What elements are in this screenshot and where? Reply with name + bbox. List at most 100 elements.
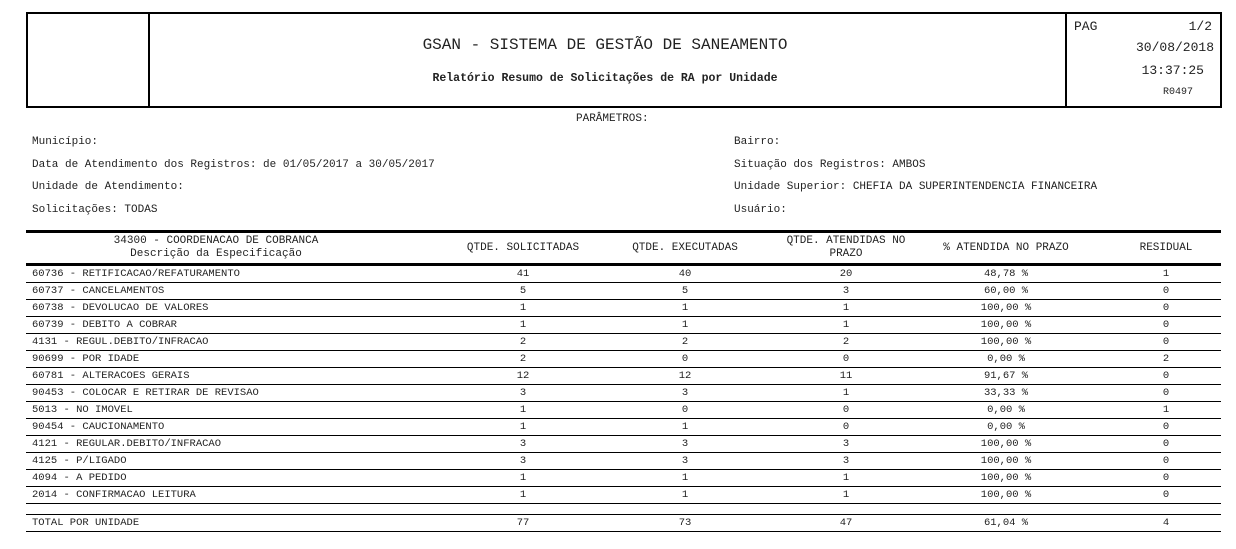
report-header: PAG 1/2 30/08/2018 13:37:25 R0497	[26, 12, 1222, 108]
cell-solicitadas: 2	[519, 336, 527, 348]
params-heading: PARÂMETROS:	[576, 113, 649, 125]
cell-executadas: 1	[681, 472, 689, 484]
table-row: 60736 - RETIFICACAO/REFATURAMENTO 41 40 20 4…	[26, 266, 1221, 283]
cell-solicitadas: 3	[519, 455, 527, 467]
cell-percent-prazo: 100,00 %	[980, 489, 1032, 501]
table-row: 4094 - A PEDIDO 1 1 1 100,00 % 0	[26, 470, 1221, 487]
table-header: 34300 - COORDENACAO DE COBRANCA Descriçã…	[26, 230, 1221, 266]
report-meta: PAG 1/2 30/08/2018 13:37:25 R0497	[1065, 14, 1220, 106]
cell-executadas: 3	[681, 455, 689, 467]
param-bairro: Bairro:	[734, 136, 781, 148]
cell-atendidas-prazo: 11	[839, 370, 853, 382]
cell-executadas: 73	[678, 517, 692, 529]
cell-residual: 0	[1162, 489, 1170, 501]
param-solicitacoes: Solicitações: TODAS	[32, 204, 158, 216]
cell-descricao: 60781 - ALTERACOES GERAIS	[32, 370, 190, 382]
cell-executadas: 1	[681, 421, 689, 433]
param-unidade-superior: Unidade Superior: CHEFIA DA SUPERINTENDE…	[734, 181, 1098, 193]
cell-descricao: 60739 - DEBITO A COBRAR	[32, 319, 177, 331]
cell-descricao: TOTAL POR UNIDADE	[32, 517, 140, 529]
table-row: 60739 - DEBITO A COBRAR 1 1 1 100,00 % 0	[26, 317, 1221, 334]
cell-executadas: 1	[681, 489, 689, 501]
cell-atendidas-prazo: 2	[842, 336, 850, 348]
cell-descricao: 90453 - COLOCAR E RETIRAR DE REVISAO	[32, 387, 259, 399]
table-row: 4121 - REGULAR.DEBITO/INFRACAO 3 3 3 100,00 …	[26, 436, 1221, 453]
cell-atendidas-prazo: 20	[839, 268, 853, 280]
cell-descricao: 2014 - CONFIRMACAO LEITURA	[32, 489, 196, 501]
col-solicitadas: QTDE. SOLICITADAS	[466, 242, 580, 254]
cell-atendidas-prazo: 1	[842, 472, 850, 484]
cell-residual: 0	[1162, 421, 1170, 433]
cell-descricao: 4121 - REGULAR.DEBITO/INFRACAO	[32, 438, 222, 450]
cell-solicitadas: 2	[519, 353, 527, 365]
cell-executadas: 1	[681, 302, 689, 314]
cell-descricao: 90699 - POR IDADE	[32, 353, 140, 365]
table-row: 60781 - ALTERACOES GERAIS 12 12 11 91,67 % 0	[26, 368, 1221, 385]
param-usuario: Usuário:	[734, 204, 787, 216]
cell-percent-prazo: 100,00 %	[980, 302, 1032, 314]
table-row: 60738 - DEVOLUCAO DE VALORES 1 1 1 100,00 % 0	[26, 300, 1221, 317]
total-row: TOTAL POR UNIDADE 77 73 47 61,04 % 4	[26, 514, 1221, 532]
summary-table: 34300 - COORDENACAO DE COBRANCA Descriçã…	[26, 230, 1221, 504]
cell-residual: 0	[1162, 370, 1170, 382]
cell-percent-prazo: 0,00 %	[987, 421, 1025, 433]
cell-residual: 2	[1162, 353, 1170, 365]
cell-solicitadas: 3	[519, 387, 527, 399]
cell-solicitadas: 1	[519, 404, 527, 416]
table-row: 90454 - CAUCIONAMENTO 1 1 0 0,00 % 0	[26, 419, 1221, 436]
cell-percent-prazo: 100,00 %	[980, 319, 1032, 331]
cell-descricao: 60738 - DEVOLUCAO DE VALORES	[32, 302, 209, 314]
report-subtitle: Relatório Resumo de Solicitações de RA p…	[432, 72, 778, 85]
cell-solicitadas: 5	[519, 285, 527, 297]
cell-residual: 0	[1162, 319, 1170, 331]
cell-executadas: 1	[681, 319, 689, 331]
cell-solicitadas: 77	[516, 517, 530, 529]
cell-atendidas-prazo: 1	[842, 489, 850, 501]
report-time: 13:37:25	[1141, 63, 1204, 78]
page-label: PAG	[1074, 19, 1098, 34]
cell-atendidas-prazo: 3	[842, 285, 850, 297]
table-row: 90699 - POR IDADE 2 0 0 0,00 % 2	[26, 351, 1221, 368]
cell-executadas: 5	[681, 285, 689, 297]
cell-solicitadas: 1	[519, 489, 527, 501]
cell-percent-prazo: 100,00 %	[980, 455, 1032, 467]
param-data-atendimento: Data de Atendimento dos Registros: de 01…	[32, 159, 435, 171]
cell-residual: 0	[1162, 438, 1170, 450]
cell-residual: 1	[1162, 404, 1170, 416]
col-percent-prazo: % ATENDIDA NO PRAZO	[943, 242, 1069, 254]
cell-descricao: 90454 - CAUCIONAMENTO	[32, 421, 165, 433]
cell-percent-prazo: 60,00 %	[983, 285, 1029, 297]
col-executadas: QTDE. EXECUTADAS	[632, 242, 738, 254]
report-title: GSAN - SISTEMA DE GESTÃO DE SANEAMENTO	[422, 36, 788, 54]
cell-executadas: 40	[678, 268, 692, 280]
cell-descricao: 4125 - P/LIGADO	[32, 455, 127, 467]
report-code: R0497	[1162, 87, 1193, 98]
cell-residual: 0	[1162, 387, 1170, 399]
cell-atendidas-prazo: 1	[842, 387, 850, 399]
cell-solicitadas: 1	[519, 472, 527, 484]
cell-percent-prazo: 61,04 %	[983, 517, 1029, 529]
cell-percent-prazo: 0,00 %	[987, 353, 1025, 365]
cell-percent-prazo: 100,00 %	[980, 472, 1032, 484]
cell-residual: 0	[1162, 455, 1170, 467]
cell-atendidas-prazo: 0	[842, 404, 850, 416]
cell-residual: 4	[1162, 517, 1170, 529]
cell-executadas: 3	[681, 387, 689, 399]
cell-percent-prazo: 48,78 %	[983, 268, 1029, 280]
logo-box	[28, 14, 150, 106]
table-row: 2014 - CONFIRMACAO LEITURA 1 1 1 100,00 % 0	[26, 487, 1221, 504]
cell-atendidas-prazo: 47	[839, 517, 853, 529]
cell-descricao: 4094 - A PEDIDO	[32, 472, 127, 484]
cell-solicitadas: 1	[519, 302, 527, 314]
cell-percent-prazo: 91,67 %	[983, 370, 1029, 382]
cell-residual: 0	[1162, 285, 1170, 297]
cell-percent-prazo: 100,00 %	[980, 336, 1032, 348]
param-situacao: Situação dos Registros: AMBOS	[734, 159, 926, 171]
cell-executadas: 2	[681, 336, 689, 348]
cell-solicitadas: 1	[519, 421, 527, 433]
table-row: 4125 - P/LIGADO 3 3 3 100,00 % 0	[26, 453, 1221, 470]
cell-residual: 0	[1162, 302, 1170, 314]
param-municipio: Município:	[32, 136, 99, 148]
cell-descricao: 60737 - CANCELAMENTOS	[32, 285, 165, 297]
cell-solicitadas: 41	[516, 268, 530, 280]
